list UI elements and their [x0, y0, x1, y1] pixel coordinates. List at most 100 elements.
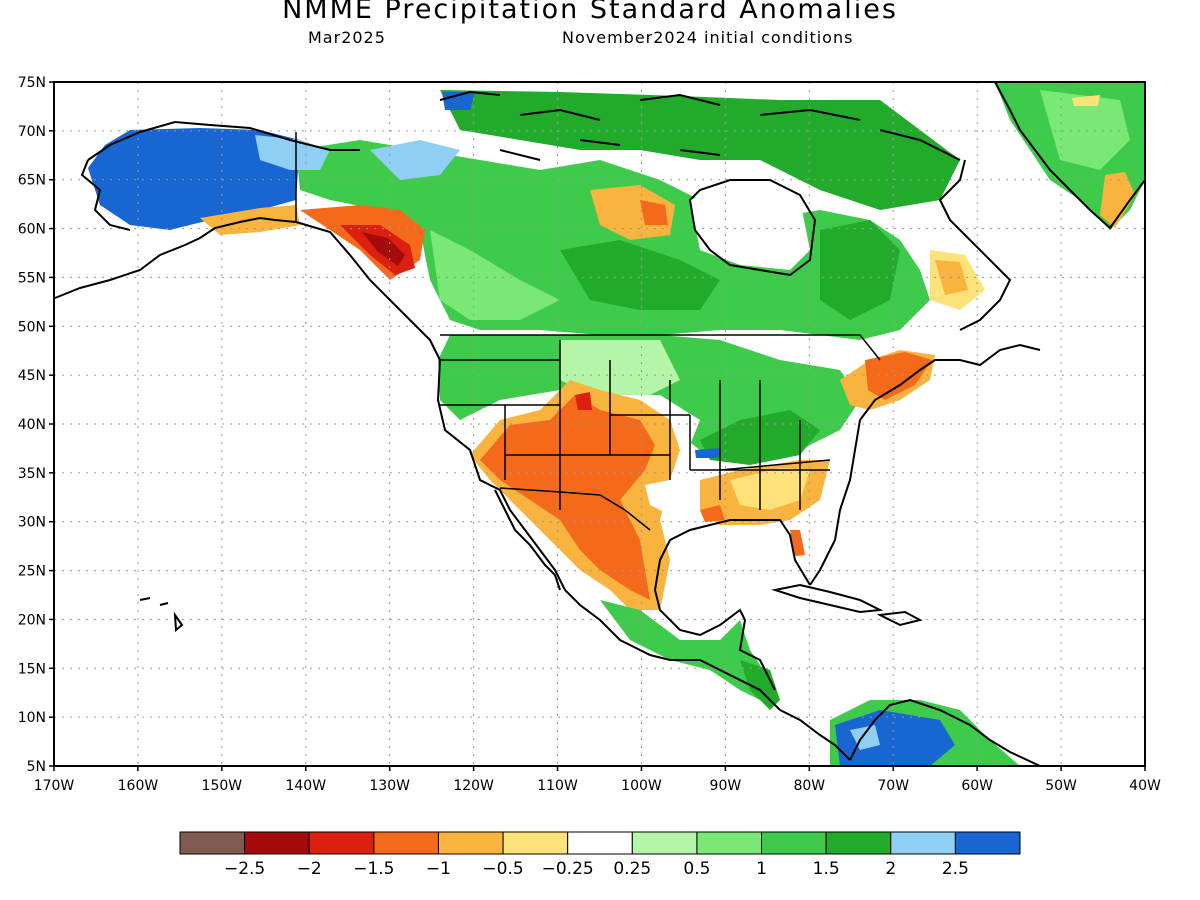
- lat-label: 55N: [18, 270, 46, 286]
- colorbar: −2.5 −2 −1.5 −1 −0.5 −0.25 0.25 0.5 1 1.5 2 2.5: [179, 831, 1021, 879]
- labrador-coast: [938, 159, 1012, 331]
- south-america-coast: [849, 698, 1041, 766]
- lat-label: 5N: [27, 759, 46, 775]
- lat-label: 35N: [18, 466, 46, 482]
- alaska-light-blue: [255, 135, 330, 170]
- central-america-coast: [779, 709, 851, 761]
- lat-label: 15N: [18, 661, 46, 677]
- lon-label: 110W: [537, 778, 578, 794]
- lat-label: 20N: [18, 612, 46, 628]
- graticule: [54, 82, 1145, 766]
- alaska-coast: [54, 216, 297, 299]
- colorbar-label: −2.5: [224, 859, 265, 879]
- colorbar-label: 2.5: [942, 859, 969, 879]
- us-state-lines: [440, 340, 831, 510]
- lon-label: 130W: [369, 778, 410, 794]
- hudson-west-red: [640, 200, 668, 225]
- initial-conditions: November2024 initial conditions: [562, 28, 854, 47]
- colorbar-swatch: [954, 831, 1021, 855]
- lon-label: 160W: [118, 778, 159, 794]
- canada-dark-green: [560, 240, 720, 310]
- forecast-month: Mar2025: [308, 28, 386, 47]
- alaska-west-coast: [80, 159, 131, 231]
- lon-label: 50W: [1045, 778, 1077, 794]
- colorbar-label: −2: [297, 859, 322, 879]
- southeast-yellow: [730, 468, 810, 510]
- mexico-green: [600, 600, 770, 700]
- cuba-coast: [771, 583, 884, 614]
- canada-us-border: [440, 334, 881, 361]
- pacific-nw-coast: [295, 221, 566, 591]
- lat-label: 10N: [18, 710, 46, 726]
- hawaii-coast: [139, 597, 184, 633]
- greenland-light-green: [1040, 90, 1130, 170]
- colorbar-label: 0.5: [683, 859, 710, 879]
- mexico-pacific-coast: [564, 589, 781, 711]
- greenland-coast: [994, 82, 1145, 230]
- colorbar-label: −0.5: [482, 859, 523, 879]
- colorbar-label: −1.5: [353, 859, 394, 879]
- greenland-orange: [1100, 172, 1135, 228]
- southwest-red: [480, 395, 655, 600]
- lon-label: 80W: [793, 778, 825, 794]
- lat-label: 65N: [18, 173, 46, 189]
- colorado-dark-red: [575, 392, 592, 410]
- colorbar-swatch: [308, 831, 375, 855]
- longitude-axis: 170W 160W 150W 140W 130W 120W 110W 100W 90W 80W 70…: [34, 766, 1161, 794]
- lon-label: 140W: [285, 778, 326, 794]
- lon-label: 170W: [34, 778, 75, 794]
- colorbar-label: 1: [756, 859, 767, 879]
- colorbar-label: 2: [885, 859, 896, 879]
- colorbar-swatch: [373, 831, 439, 855]
- latitude-axis: 75N 70N 65N 60N 55N 50N 45N 40N 35N 30N 25N 20N 15N 1…: [18, 75, 54, 775]
- colorbar-swatch: [437, 831, 504, 855]
- gulf-coast: [653, 519, 811, 691]
- gulf-coast-red: [700, 505, 725, 522]
- northern-plains-light: [560, 340, 680, 400]
- colorbar-label: 1.5: [813, 859, 840, 879]
- lon-label: 100W: [621, 778, 662, 794]
- hispaniola-coast: [876, 610, 923, 627]
- quebec-dark-green: [820, 220, 900, 320]
- colorbar-label: −1: [426, 859, 451, 879]
- us-mexico-border: [499, 487, 651, 531]
- lat-label: 70N: [18, 124, 46, 140]
- alaska-north-coast: [87, 120, 360, 161]
- lat-label: 25N: [18, 564, 46, 580]
- arctic-islands-coast: [439, 90, 961, 161]
- lon-label: 90W: [710, 778, 742, 794]
- bc-dark-red: [362, 232, 405, 266]
- hudson-bay-coast: [688, 179, 817, 277]
- lat-label: 75N: [18, 75, 46, 91]
- hudson-bay-white: [690, 180, 810, 270]
- ohio-valley-blue: [695, 448, 720, 458]
- lon-label: 60W: [961, 778, 993, 794]
- lat-label: 40N: [18, 417, 46, 433]
- map-panel: [53, 81, 1146, 767]
- lon-label: 120W: [453, 778, 494, 794]
- alaska-blue: [88, 128, 300, 230]
- lat-label: 60N: [18, 222, 46, 238]
- hudson-west-orange: [590, 185, 675, 240]
- colorbar-swatch: [179, 831, 246, 855]
- lon-label: 70W: [877, 778, 909, 794]
- new-england-red: [865, 352, 932, 400]
- map-title: NMME Precipitation Standard Anomalies: [282, 0, 898, 25]
- colorbar-swatch: [631, 831, 698, 855]
- colorbar-swatch: [244, 831, 310, 855]
- lat-label: 30N: [18, 515, 46, 531]
- coastlines: [54, 82, 1145, 766]
- baja-coast: [494, 489, 561, 591]
- south-america-blue: [835, 710, 955, 766]
- colorbar-label: 0.25: [613, 859, 651, 879]
- anomaly-shading: [88, 82, 1145, 766]
- greenland-yellow: [1072, 95, 1100, 106]
- central-america-green: [740, 660, 780, 710]
- canada-light-green: [430, 230, 560, 320]
- colorbar-swatch: [890, 831, 956, 855]
- east-coast: [809, 343, 1041, 586]
- colorbar-swatch: [502, 831, 569, 855]
- colorbar-swatch: [696, 831, 763, 855]
- lat-label: 50N: [18, 319, 46, 335]
